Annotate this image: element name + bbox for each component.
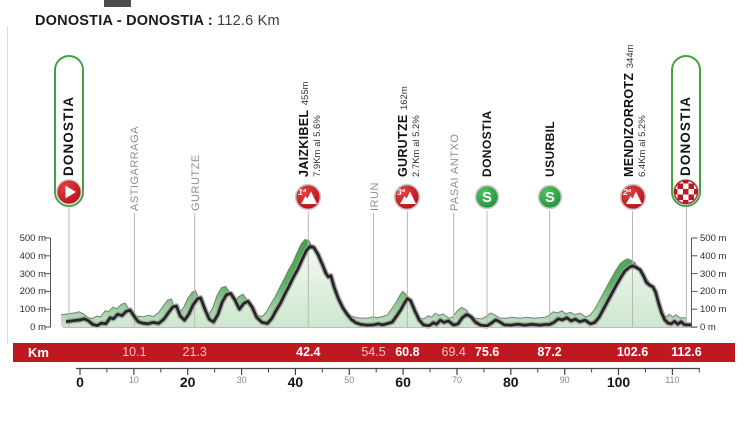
- waypoint-label-irun: IRUN: [368, 182, 381, 211]
- climb-category-icon: 3ª: [394, 183, 421, 211]
- y-axis-label-right: 0 m: [700, 322, 716, 333]
- x-axis-major-label: 40: [287, 374, 304, 390]
- waypoint-label-gurutze: GURUTZE 162m 2.7Km al 5.2%: [396, 86, 423, 177]
- x-axis-major-label: 60: [395, 374, 411, 390]
- stage-title: DONOSTIA - DONOSTIA : 112.6 Km: [35, 13, 280, 29]
- km-bar-value: 69.4: [441, 345, 466, 359]
- sprint-s-icon: S: [537, 184, 562, 210]
- x-axis-minor-label: 10: [128, 375, 139, 385]
- stage-distance: 112.6 Km: [217, 13, 280, 29]
- x-axis-major-label: 80: [503, 374, 519, 390]
- svg-text:1ª: 1ª: [298, 187, 307, 197]
- y-axis-ticks: [44, 237, 698, 328]
- km-bar-value: 112.6: [671, 345, 702, 359]
- y-axis-label-right: 400 m: [700, 250, 727, 262]
- finish-pill: [671, 55, 702, 207]
- waypoint-gridlines: [68, 207, 687, 327]
- elevation-ribbon-3d: [60, 238, 687, 327]
- left-crop-line: [7, 26, 8, 344]
- x-axis-minor-label: 90: [559, 375, 570, 385]
- climb-category-icon: 1ª: [295, 183, 322, 211]
- waypoint-label-usurbil: USURBIL: [542, 120, 557, 177]
- km-bar-value: 102.6: [616, 345, 649, 359]
- waypoint-label-donostia: DONOSTIA: [480, 110, 495, 177]
- waypoint-label-pasai-antxo: PASAI ANTXO: [448, 133, 461, 211]
- elevation-line: [65, 245, 692, 328]
- x-axis-minor-label: 50: [344, 375, 355, 385]
- waypoint-label-mendizorrotz: MENDIZORROTZ 344m 6.4Km al 5.2%: [621, 44, 648, 177]
- y-axis-label-left: 0 m: [30, 322, 46, 333]
- climb-category-icon: 2ª: [619, 183, 646, 211]
- y-axis-label-right: 200 m: [700, 286, 727, 298]
- x-axis-minor-label: 110: [665, 375, 680, 385]
- waypoint-label-gurutze: GURUTZE: [189, 154, 202, 211]
- svg-text:3ª: 3ª: [397, 187, 406, 197]
- y-axis-label-left: 300 m: [19, 268, 46, 280]
- x-axis: [76, 367, 700, 375]
- y-axis-label-right: 100 m: [700, 304, 727, 316]
- x-axis-minor-label: 70: [451, 375, 462, 385]
- km-bar-value: 75.6: [474, 345, 500, 359]
- waypoint-label-donostia-start: DONOSTIA: [61, 95, 76, 176]
- svg-text:S: S: [545, 190, 555, 206]
- km-bar-value: 10.1: [122, 345, 147, 359]
- svg-text:2ª: 2ª: [622, 187, 632, 197]
- x-axis-minor-label: 30: [236, 375, 247, 385]
- y-axis-label-right: 500 m: [700, 233, 727, 244]
- y-axis-label-left: 200 m: [19, 286, 46, 298]
- waypoint-label-astigarraga: ASTIGARRAGA: [129, 126, 142, 211]
- x-axis-major-label: 20: [179, 374, 196, 390]
- finish-checkered-icon: [673, 178, 700, 206]
- sprint-s-icon: S: [474, 184, 500, 210]
- km-bar-value: 21.3: [182, 345, 207, 359]
- top-crop-artifact: [104, 0, 131, 7]
- km-bar: [13, 343, 735, 362]
- km-bar-value: 54.5: [361, 345, 386, 359]
- km-bar-value: 42.4: [296, 345, 321, 359]
- x-axis-major-label: 100: [606, 374, 631, 390]
- km-bar-unit: Km: [28, 345, 49, 360]
- y-axis-label-right: 300 m: [700, 268, 727, 280]
- x-axis-major-label: 0: [76, 374, 84, 390]
- y-axis-label-left: 500 m: [19, 233, 46, 244]
- svg-text:S: S: [482, 190, 492, 206]
- y-axis-label-left: 100 m: [19, 304, 46, 316]
- km-bar-value: 87.2: [537, 345, 562, 359]
- y-axis-label-left: 400 m: [19, 250, 46, 262]
- stage-route: DONOSTIA - DONOSTIA :: [35, 13, 213, 29]
- waypoint-label-jaizkibel: JAIZKIBEL 455m 7.9Km al 5.6%: [297, 81, 324, 177]
- start-play-icon: [55, 178, 83, 206]
- waypoint-label-donostia-finish: DONOSTIA: [678, 95, 694, 176]
- km-bar-value: 60.8: [395, 345, 420, 359]
